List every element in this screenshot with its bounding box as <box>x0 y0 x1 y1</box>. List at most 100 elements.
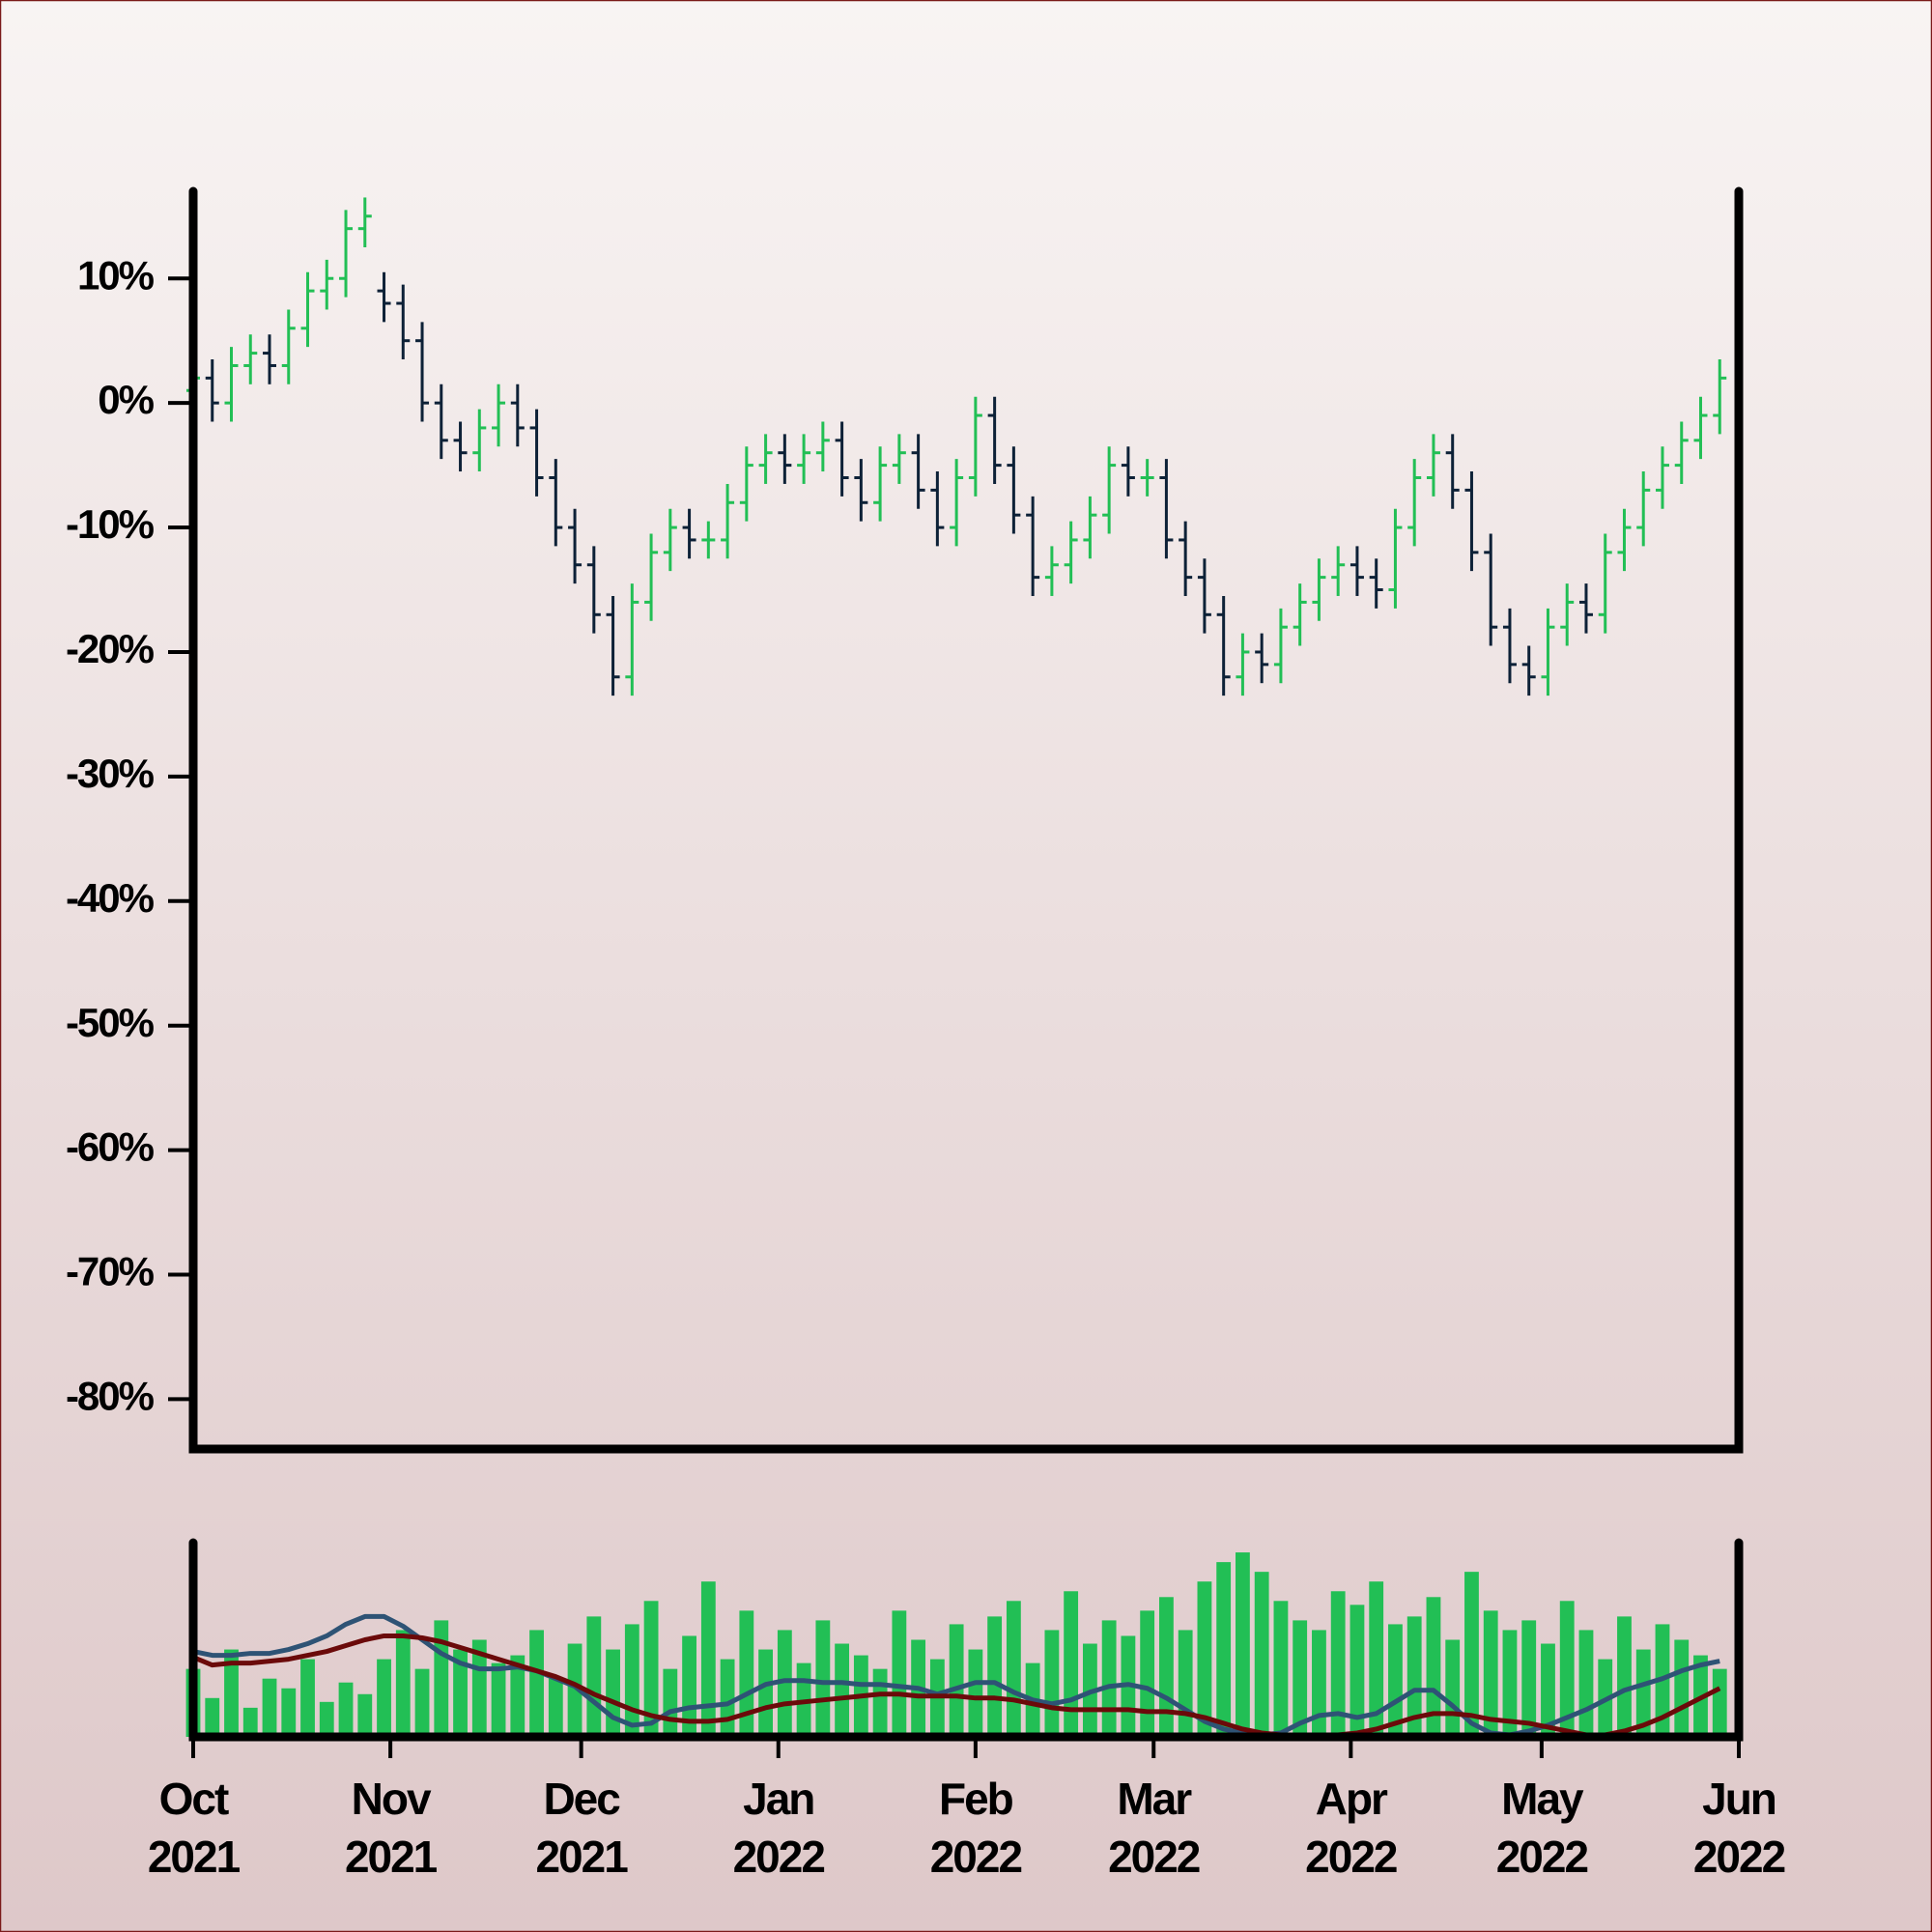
volume-bar <box>1197 1581 1212 1737</box>
x-tick-label-line: Apr <box>1316 1774 1388 1824</box>
volume-bar <box>643 1601 659 1737</box>
volume-bar <box>1178 1630 1193 1737</box>
volume-bar <box>682 1635 696 1737</box>
x-tick-label-line: 2022 <box>1693 1832 1785 1882</box>
volume-bar <box>815 1620 831 1737</box>
x-tick-label-line: 2022 <box>733 1832 825 1882</box>
volume-bar <box>968 1649 983 1737</box>
axis-frame <box>188 1538 1744 1742</box>
volume-bar <box>872 1668 888 1737</box>
x-tick-label-line: 2021 <box>535 1832 628 1882</box>
volume-bar <box>205 1697 220 1737</box>
y-tick-label: -70% <box>66 1249 155 1294</box>
x-tick-label: Mar 2022 <box>1108 1774 1200 1882</box>
volume-bar <box>453 1649 468 1737</box>
volume-bar <box>1312 1630 1326 1737</box>
volume-bar <box>548 1678 563 1737</box>
volume-bar <box>758 1649 773 1737</box>
volume-bar <box>1216 1562 1232 1737</box>
volume-bar <box>300 1659 315 1737</box>
x-tick-label: Nov 2021 <box>345 1774 438 1882</box>
volume-bar <box>262 1678 277 1737</box>
x-tick-label-line: Jun <box>1702 1774 1776 1824</box>
line <box>192 1633 1721 1740</box>
volume-bar <box>739 1610 754 1737</box>
volume-bar <box>1521 1620 1537 1737</box>
y-tick-label: 0% <box>98 377 154 422</box>
x-tick-label-line: 2021 <box>148 1832 241 1882</box>
volume-bar <box>700 1581 716 1737</box>
x-tick-label-line: May <box>1501 1774 1584 1824</box>
x-tick-label-line: 2022 <box>930 1832 1022 1882</box>
volume-bar <box>624 1624 639 1737</box>
volume-bar <box>224 1649 239 1737</box>
volume-bar <box>1330 1591 1346 1737</box>
volume-bar <box>1559 1601 1575 1737</box>
volume-bar <box>1273 1601 1289 1737</box>
x-tick-label-line: Mar <box>1117 1774 1192 1824</box>
volume-bar <box>892 1610 907 1737</box>
y-tick-label: -40% <box>66 875 155 921</box>
volume-bar <box>471 1639 487 1737</box>
volume-bar <box>1159 1597 1174 1737</box>
y-tick-label: -10% <box>66 501 155 547</box>
volume-bar <box>510 1655 526 1737</box>
x-tick-label: Oct 2021 <box>148 1774 241 1882</box>
volume-bar <box>1712 1668 1727 1737</box>
volume-bar <box>1293 1620 1308 1737</box>
volume-bar <box>1674 1639 1690 1737</box>
x-tick-label: Feb 2022 <box>930 1774 1022 1882</box>
volume-bar <box>1541 1643 1555 1737</box>
volume-bar <box>987 1616 1003 1737</box>
volume-bar <box>777 1630 792 1737</box>
volume-bar <box>242 1707 258 1737</box>
volume-bar <box>1254 1572 1269 1737</box>
volume-bar <box>720 1659 735 1737</box>
x-tick-label: Dec 2021 <box>535 1774 628 1882</box>
y-tick-label: -50% <box>66 1000 155 1045</box>
volume-bar <box>1426 1597 1441 1737</box>
x-tick-label-line: Feb <box>939 1774 1013 1824</box>
volume-bar <box>1502 1630 1518 1737</box>
volume-bar <box>1483 1610 1498 1737</box>
volume-bar <box>338 1682 354 1737</box>
x-tick-label-line: Dec <box>543 1774 620 1824</box>
line <box>192 1613 1720 1738</box>
volume-bar <box>586 1616 602 1737</box>
volume-bar <box>491 1662 506 1737</box>
volume-bar <box>1236 1552 1250 1737</box>
volume-bar <box>1578 1630 1594 1737</box>
x-tick-label-line: 2021 <box>345 1832 438 1882</box>
y-tick-label: 10% <box>77 252 155 298</box>
x-tick-label-line: 2022 <box>1496 1832 1588 1882</box>
y-tick-label: -60% <box>66 1124 155 1170</box>
volume-bar <box>1617 1616 1632 1737</box>
volume-bar <box>1006 1601 1021 1737</box>
volume-bar <box>663 1668 678 1737</box>
volume-bar <box>1044 1630 1060 1737</box>
volume-bar <box>1101 1620 1117 1737</box>
volume-bar <box>281 1688 297 1737</box>
volume-bar <box>606 1649 620 1737</box>
volume-bar <box>1369 1581 1384 1737</box>
x-tick-label-line: Jan <box>743 1774 813 1824</box>
volume-bar <box>1406 1616 1422 1737</box>
volume-bar <box>414 1668 430 1737</box>
y-tick-label: -30% <box>66 751 155 796</box>
volume-bar <box>434 1620 449 1737</box>
volume-bar <box>1445 1639 1461 1737</box>
x-tick-label-line: Oct <box>159 1774 229 1824</box>
y-tick-label: -80% <box>66 1374 155 1419</box>
x-tick-label: Apr 2022 <box>1305 1774 1397 1882</box>
volume-bar <box>949 1624 964 1737</box>
y-tick-label: -20% <box>66 626 155 671</box>
volume-bar <box>529 1630 544 1737</box>
volume-bar <box>835 1643 850 1737</box>
x-tick-label: May 2022 <box>1496 1774 1588 1882</box>
volume-bar <box>567 1643 582 1737</box>
volume-bar <box>1388 1624 1403 1737</box>
volume-bar <box>377 1659 391 1737</box>
x-tick-label-line: 2022 <box>1305 1832 1397 1882</box>
